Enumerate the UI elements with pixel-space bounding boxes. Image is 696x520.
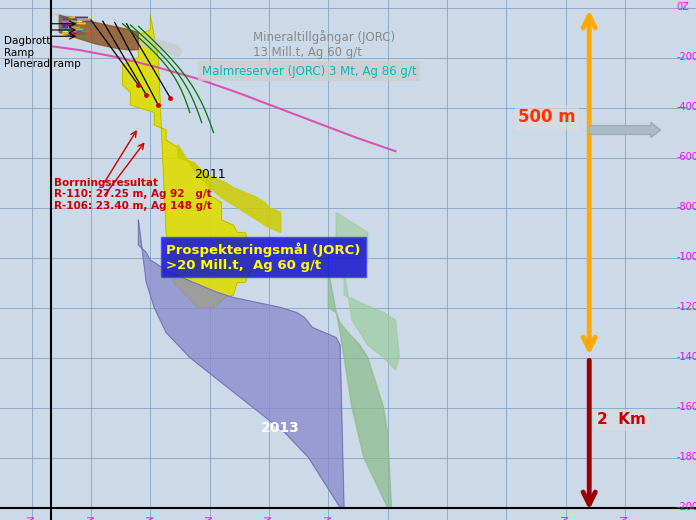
Polygon shape xyxy=(336,213,367,263)
Text: 9700N: 9700N xyxy=(561,514,570,520)
Polygon shape xyxy=(329,270,392,508)
Text: -1200Z: -1200Z xyxy=(677,303,696,313)
Text: -2000Z: -2000Z xyxy=(677,502,696,513)
Text: -400Z: -400Z xyxy=(677,102,696,112)
FancyArrow shape xyxy=(590,123,661,137)
Text: 10900N: 10900N xyxy=(324,514,333,520)
Text: 0Z: 0Z xyxy=(677,3,689,12)
Text: -800Z: -800Z xyxy=(677,202,696,213)
Polygon shape xyxy=(54,14,182,56)
Text: Borrningsresultat
R-110: 27.25 m, Ag 92   g/t
R-106: 23.40 m, Ag 148 g/t: Borrningsresultat R-110: 27.25 m, Ag 92 … xyxy=(54,177,212,211)
Polygon shape xyxy=(178,145,280,232)
Text: -1000Z: -1000Z xyxy=(677,253,696,263)
Text: 11500N: 11500N xyxy=(145,514,155,520)
Text: -1800Z: -1800Z xyxy=(677,452,696,462)
Text: Prospekteringsmål (JORC)
>20 Mill.t,  Ag 60 g/t: Prospekteringsmål (JORC) >20 Mill.t, Ag … xyxy=(166,242,361,272)
Text: 2011: 2011 xyxy=(193,167,226,180)
Text: 9500N: 9500N xyxy=(620,514,629,520)
Polygon shape xyxy=(139,220,344,508)
Text: 11900N: 11900N xyxy=(27,514,36,520)
Text: 11300N: 11300N xyxy=(205,514,214,520)
Text: -600Z: -600Z xyxy=(677,152,696,162)
Text: Dagbrott
Ramp
Planerad ramp: Dagbrott Ramp Planerad ramp xyxy=(4,36,81,70)
Text: 2013: 2013 xyxy=(261,422,300,436)
Text: -1600Z: -1600Z xyxy=(677,402,696,412)
Text: Malmreserver (JORC) 3 Mt, Ag 86 g/t: Malmreserver (JORC) 3 Mt, Ag 86 g/t xyxy=(202,65,416,78)
Text: 500 m: 500 m xyxy=(518,109,576,126)
Text: Mineraltillgångar (JORC)
13 Mill.t, Ag 60 g/t: Mineraltillgångar (JORC) 13 Mill.t, Ag 6… xyxy=(253,30,395,59)
Polygon shape xyxy=(59,15,139,50)
Text: -1400Z: -1400Z xyxy=(677,353,696,362)
Text: 11700N: 11700N xyxy=(86,514,95,520)
Text: 11100N: 11100N xyxy=(264,514,274,520)
Text: -200Z: -200Z xyxy=(677,53,696,62)
Polygon shape xyxy=(122,15,253,307)
Text: 2  Km: 2 Km xyxy=(597,412,646,427)
Polygon shape xyxy=(344,270,400,370)
